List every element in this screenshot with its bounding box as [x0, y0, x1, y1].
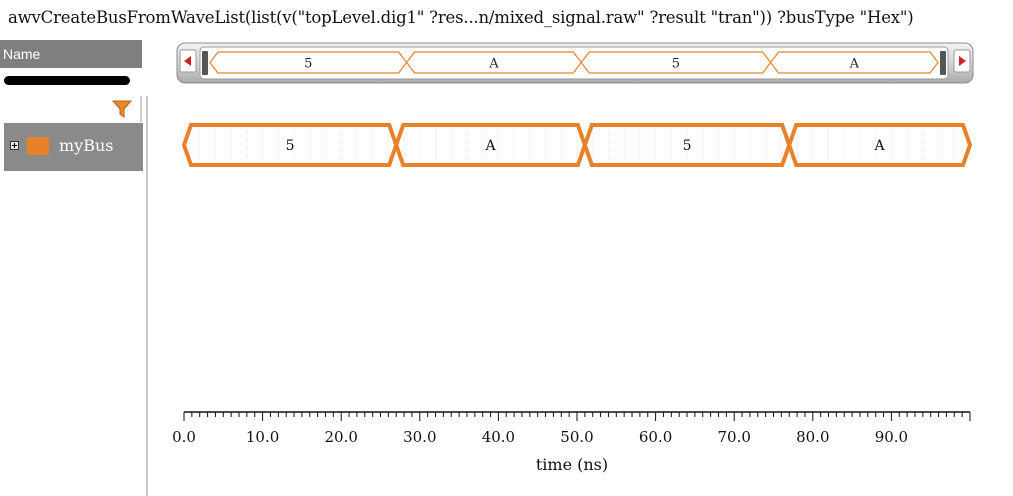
time-axis-tick-label: 10.0 [246, 428, 279, 446]
window-title: awvCreateBusFromWaveList(list(v("topLeve… [8, 8, 914, 27]
overview-window[interactable] [199, 46, 949, 80]
scroll-left-arrow-icon [184, 56, 191, 66]
filter-row [0, 96, 142, 122]
time-axis-tick-label: 0.0 [172, 428, 196, 446]
time-axis-tick-label: 90.0 [875, 428, 908, 446]
sidebar-divider[interactable] [146, 96, 148, 496]
time-axis-tick-label: 20.0 [324, 428, 357, 446]
signal-name: myBus [59, 136, 114, 155]
overview-segment-value: 5 [304, 57, 312, 72]
expand-toggle[interactable] [10, 141, 19, 150]
bus-segment-value: A [484, 138, 496, 154]
overview-segment [769, 51, 939, 74]
overview-segment-value: A [488, 57, 499, 72]
signal-color-swatch [27, 137, 49, 155]
bus-segment-value: 5 [683, 138, 692, 154]
time-axis-tick-label: 60.0 [639, 428, 672, 446]
time-axis-tick-label: 50.0 [560, 428, 593, 446]
time-axis-tick-label: 70.0 [717, 428, 750, 446]
bus-segment-value: 5 [286, 138, 295, 154]
time-axis-tick-label: 80.0 [796, 428, 829, 446]
time-axis-tick-label: 30.0 [403, 428, 436, 446]
time-axis: 0.0 10.0 20.0 30.0 40.0 50.0 60.0 70.0 80.0 90.0 … [172, 411, 971, 474]
bus-segment-value: A [874, 138, 886, 154]
bus-waveform[interactable]: 5 A 5 A [176, 115, 976, 175]
signal-row-mybus[interactable]: myBus [4, 123, 143, 171]
time-axis-label: time (ns) [536, 455, 608, 474]
overview-segment-value: A [849, 57, 860, 72]
time-axis-tick-label: 40.0 [482, 428, 515, 446]
bus-segment[interactable] [787, 123, 973, 167]
overview-scrollbar[interactable]: 5 A 5 A [176, 42, 974, 84]
scroll-right-arrow-icon [959, 56, 966, 66]
funnel-icon[interactable] [112, 99, 132, 119]
overview-left-handle[interactable] [202, 51, 208, 75]
sidebar-scrollbar[interactable] [4, 76, 130, 85]
overview-right-handle[interactable] [940, 51, 946, 75]
overview-segment-value: 5 [672, 57, 680, 72]
name-column-header[interactable]: Name [0, 40, 142, 68]
